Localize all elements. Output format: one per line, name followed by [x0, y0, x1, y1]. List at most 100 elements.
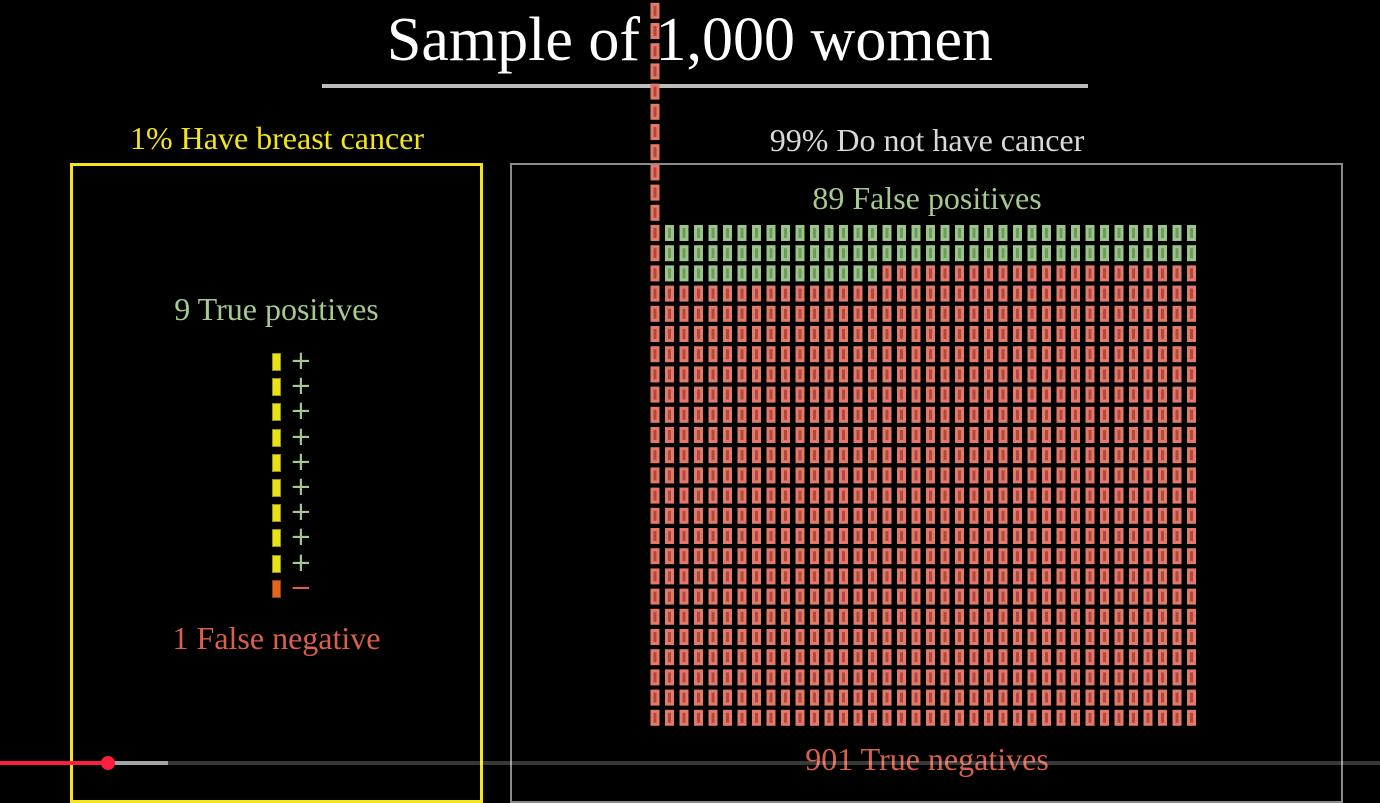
true-negative-person	[650, 689, 660, 706]
true-negative-person	[679, 507, 689, 524]
cancer-person-row: −	[272, 573, 332, 603]
true-negative-person	[650, 669, 660, 686]
true-negative-person	[679, 406, 689, 423]
true-negative-person	[781, 285, 790, 302]
false-positive-person	[694, 225, 703, 241]
false-positive-person	[679, 225, 689, 241]
true-negative-person	[766, 346, 776, 363]
true-negative-person	[926, 629, 935, 645]
true-negative-person	[737, 326, 747, 342]
title-underline	[322, 84, 1088, 88]
true-negative-person	[984, 568, 993, 585]
true-negative-person	[1143, 608, 1153, 625]
true-negative-person	[868, 467, 877, 484]
false-positive-person	[882, 225, 892, 241]
true-negative-person	[752, 346, 761, 363]
true-negative-person	[1158, 548, 1167, 565]
true-negative-person	[1158, 669, 1167, 686]
false-positive-person	[853, 225, 863, 241]
true-negative-person	[1071, 285, 1080, 302]
true-negative-person	[665, 608, 674, 625]
true-negative-person	[868, 608, 877, 625]
true-negative-person	[1027, 548, 1037, 565]
true-negative-person	[1172, 265, 1182, 282]
true-negative-person	[766, 528, 776, 544]
true-negative-person	[1172, 326, 1182, 342]
true-negative-person	[853, 285, 863, 302]
true-negative-person	[694, 406, 703, 423]
true-negative-person	[853, 427, 863, 443]
video-progress-track[interactable]	[0, 761, 1380, 765]
true-negative-person	[1187, 305, 1196, 322]
true-negative-person	[665, 406, 674, 423]
true-negative-person	[998, 709, 1008, 726]
true-negative-person	[955, 326, 964, 342]
false-positive-person	[737, 245, 747, 262]
true-negative-person	[853, 467, 863, 484]
true-negative-person	[839, 507, 848, 524]
true-negative-person	[969, 366, 979, 383]
true-negative-person	[1085, 709, 1095, 726]
true-negative-person	[781, 649, 790, 666]
true-negative-person	[1042, 346, 1051, 363]
true-negative-person	[824, 669, 834, 686]
true-negative-person	[694, 588, 703, 605]
true-negative-person	[853, 406, 863, 423]
true-negative-person	[694, 568, 703, 585]
true-negative-person	[752, 487, 761, 504]
true-negative-person	[1100, 326, 1109, 342]
true-negative-person	[940, 548, 950, 565]
true-negative-person	[679, 629, 689, 645]
true-negative-person	[969, 528, 979, 544]
true-negative-person	[679, 326, 689, 342]
true-negative-person	[940, 285, 950, 302]
true-negative-person	[1100, 548, 1109, 565]
true-negative-person	[984, 366, 993, 383]
true-negative-person	[1042, 649, 1051, 666]
true-negative-person	[1071, 346, 1080, 363]
true-positives-label: 9 True positives	[174, 291, 379, 327]
false-positive-person	[1013, 245, 1022, 262]
true-negative-person	[737, 649, 747, 666]
true-negative-person	[752, 548, 761, 565]
true-negative-person	[882, 669, 892, 686]
false-positive-person	[940, 225, 950, 241]
true-negative-person	[1085, 689, 1095, 706]
true-negative-person	[1013, 447, 1022, 464]
video-progress-handle[interactable]	[100, 756, 115, 770]
true-negative-person	[795, 447, 805, 464]
true-negative-person	[1114, 406, 1124, 423]
true-negative-person	[665, 326, 674, 342]
true-negative-person	[1013, 669, 1022, 686]
true-negative-person	[1056, 305, 1066, 322]
true-negative-person	[708, 406, 718, 423]
true-negative-person	[694, 528, 703, 544]
true-negative-person	[1085, 406, 1095, 423]
true-negative-person	[795, 649, 805, 666]
true-negative-person	[824, 629, 834, 645]
true-negative-person	[723, 669, 732, 686]
true-negative-person	[1114, 629, 1124, 645]
true-negative-person	[882, 649, 892, 666]
true-negative-person	[897, 608, 906, 625]
true-negative-person	[752, 649, 761, 666]
true-negative-person	[926, 447, 935, 464]
true-negative-person	[752, 467, 761, 484]
true-negative-person	[1100, 629, 1109, 645]
true-negative-person	[998, 669, 1008, 686]
false-positive-person	[1071, 245, 1080, 262]
true-negative-person	[1100, 649, 1109, 666]
false-positive-person	[969, 245, 979, 262]
false-positive-person	[1027, 225, 1037, 241]
true-negative-person	[1143, 406, 1153, 423]
true-negative-person	[897, 528, 906, 544]
true-negative-person	[737, 427, 747, 443]
true-negative-person	[1100, 709, 1109, 726]
true-negative-person	[694, 285, 703, 302]
true-negative-person	[708, 305, 718, 322]
true-negative-person	[1114, 528, 1124, 544]
true-negative-person	[1085, 608, 1095, 625]
true-negative-person	[1100, 386, 1109, 403]
true-negative-person	[824, 528, 834, 544]
true-negative-person	[723, 326, 732, 342]
